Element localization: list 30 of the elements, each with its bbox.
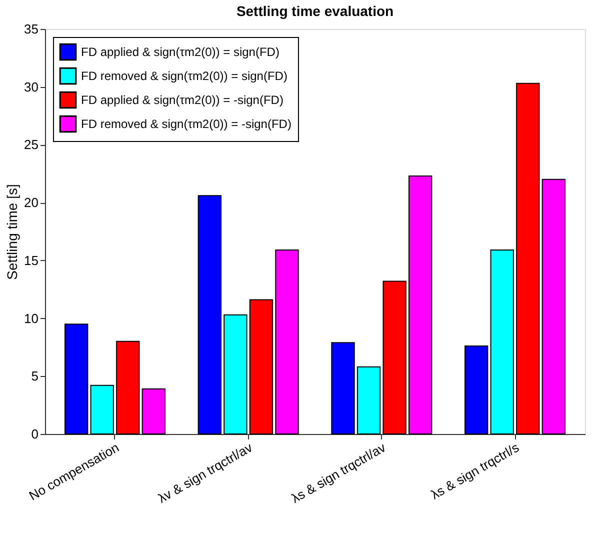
legend-label: FD applied & sign(τm2(0)) = sign(FD)	[81, 45, 280, 59]
bar	[408, 175, 432, 434]
bar	[90, 384, 114, 434]
bar	[516, 82, 540, 434]
y-tick-label: 15	[24, 252, 38, 268]
bar	[331, 342, 355, 434]
legend-label: FD applied & sign(τm2(0)) = -sign(FD)	[81, 93, 284, 107]
bar	[464, 346, 488, 434]
y-tick-label: 30	[24, 79, 38, 94]
bar	[224, 314, 248, 434]
y-tick-label: 35	[24, 22, 38, 36]
bar	[198, 195, 222, 434]
chart-title: Settling time evaluation	[236, 3, 394, 19]
bar	[542, 178, 566, 434]
legend-label: FD removed & sign(τm2(0)) = sign(FD)	[81, 69, 288, 83]
bar	[249, 299, 274, 434]
y-tick-label: 5	[31, 368, 38, 384]
bar	[64, 324, 88, 434]
y-axis-title: Settling time [s]	[4, 184, 20, 280]
bar	[116, 340, 140, 434]
legend-label: FD removed & sign(τm2(0)) = -sign(FD)	[81, 117, 292, 131]
y-tick-label: 10	[24, 310, 38, 326]
bar	[142, 388, 166, 434]
bar	[490, 250, 514, 434]
bar	[275, 250, 299, 434]
bar	[356, 366, 381, 434]
y-tick-label: 25	[24, 137, 38, 152]
bar	[382, 280, 406, 434]
y-tick-label: 0	[31, 426, 38, 442]
y-tick-label: 20	[24, 195, 38, 210]
